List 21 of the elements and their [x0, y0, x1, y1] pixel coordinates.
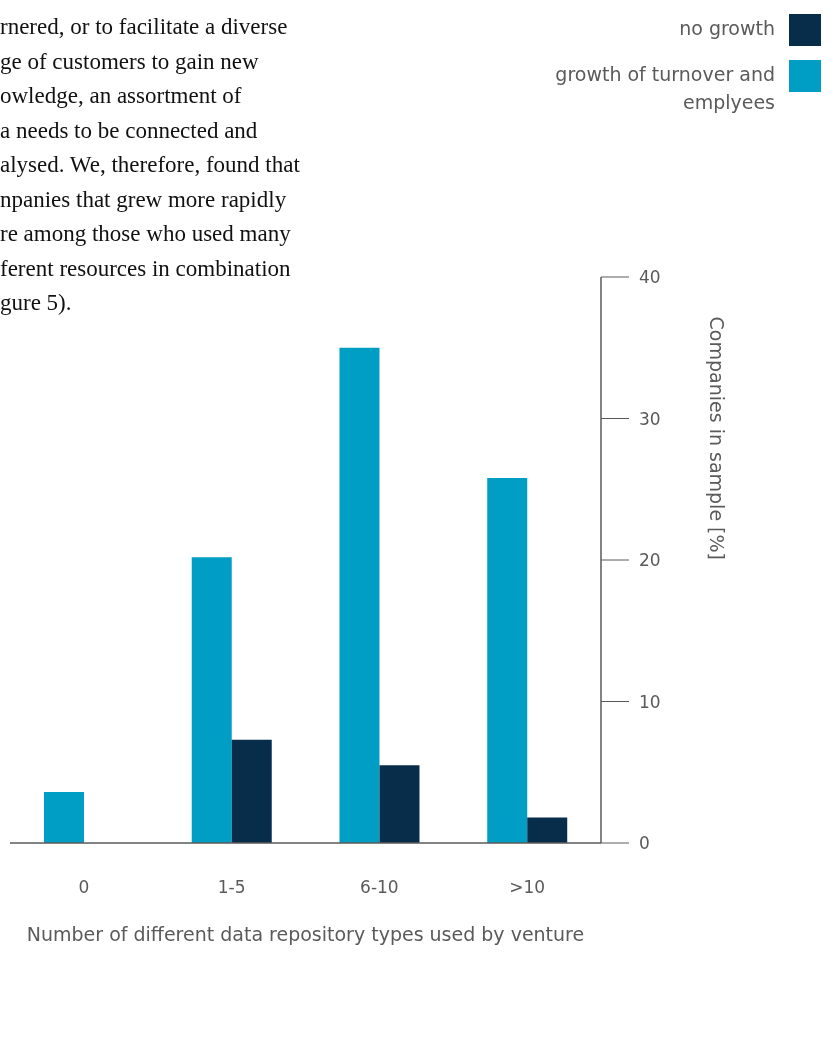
- x-tick-label: 0: [78, 877, 90, 898]
- paragraph-text: rnered, or to facilitate a diverse ge of customers to gain new owledge, an assortment of a needs to be connected and alysed. We, therefore, found that npanies that grew more rapidly re among those who used many ferent resources in combination gure 5).: [0, 13, 300, 317]
- x-tick-label: 6-10: [360, 877, 399, 898]
- legend-label: no growth: [679, 16, 775, 41]
- y-tick-label: 0: [639, 833, 650, 854]
- y-tick-label: 20: [639, 550, 661, 571]
- bar: [379, 765, 420, 843]
- y-tick-label: 40: [639, 267, 661, 288]
- bar: [487, 477, 528, 843]
- legend-label: growth of turnover and emplyees: [554, 62, 775, 115]
- y-axis-title: Companies in sample [%]: [706, 316, 729, 560]
- bar: [527, 817, 568, 843]
- x-tick-label: 1-5: [217, 877, 246, 898]
- x-axis-title: Number of different data repository types used by venture: [26, 923, 585, 945]
- bar: [231, 739, 272, 843]
- bar: [191, 557, 232, 843]
- x-tick-label: >10: [509, 877, 546, 898]
- y-tick-label: 10: [639, 691, 661, 712]
- bar: [43, 792, 84, 843]
- y-tick-label: 30: [639, 408, 661, 429]
- bar: [339, 347, 380, 843]
